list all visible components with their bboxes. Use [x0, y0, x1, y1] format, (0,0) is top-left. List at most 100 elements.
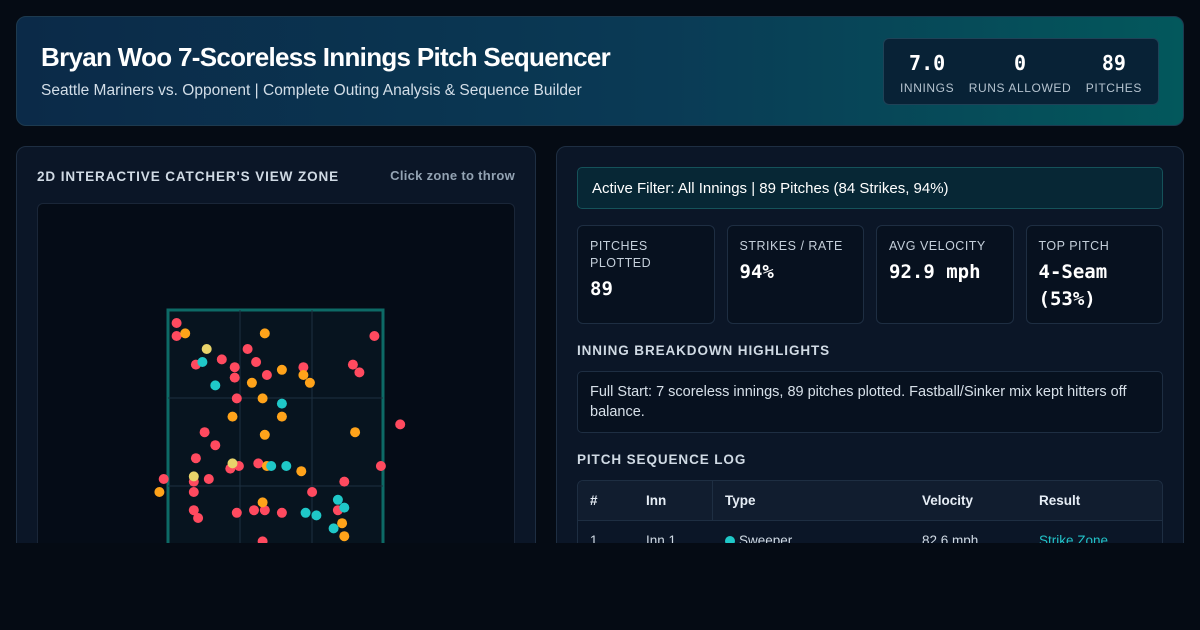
metric-cards: PITCHES PLOTTED 89 STRIKES / RATE 94% AV… — [577, 225, 1163, 324]
table-header: # Inn Type Velocity Result — [578, 481, 1162, 521]
stat-runs-allowed: 0 RUNS ALLOWED — [969, 39, 1072, 104]
pitch-dot[interactable] — [199, 427, 210, 438]
column-divider — [712, 481, 713, 521]
pitch-dot[interactable] — [180, 328, 191, 339]
metric-card-strikes: STRIKES / RATE 94% — [726, 225, 864, 324]
pitch-dot[interactable] — [227, 411, 238, 422]
pitch-dot[interactable] — [158, 474, 169, 484]
pitch-dot[interactable] — [171, 331, 182, 341]
pitch-dot[interactable] — [266, 461, 277, 471]
pitch-dot[interactable] — [339, 502, 350, 513]
pitch-dot[interactable] — [188, 471, 199, 482]
metric-label: AVG VELOCITY — [889, 239, 986, 253]
catcher-view-zone[interactable] — [37, 203, 515, 563]
zone-hint: Click zone to throw — [390, 168, 515, 183]
pitch-dot[interactable] — [369, 331, 380, 341]
pitch-dot[interactable] — [188, 487, 199, 497]
pitch-dot[interactable] — [253, 458, 264, 469]
stat-innings-value: 7.0 — [909, 51, 946, 75]
pitch-dot[interactable] — [229, 372, 240, 383]
zone-title: 2D INTERACTIVE CATCHER'S VIEW ZONE — [37, 169, 340, 184]
strike-zone-border — [166, 308, 385, 562]
pitch-dot[interactable] — [337, 518, 348, 529]
pitch-dot[interactable] — [259, 328, 270, 339]
pitch-dot[interactable] — [328, 523, 339, 534]
pitch-dot[interactable] — [259, 429, 270, 440]
pitch-dot[interactable] — [231, 507, 242, 518]
pitch-dot[interactable] — [210, 440, 221, 451]
pitch-dot[interactable] — [251, 357, 262, 367]
pitch-dot[interactable] — [395, 419, 406, 430]
metric-value: 94% — [739, 261, 774, 283]
pitch-dot[interactable] — [375, 461, 386, 471]
metric-value: 89 — [590, 278, 613, 300]
pitch-dot[interactable] — [257, 497, 268, 508]
pitch-dot[interactable] — [188, 505, 199, 516]
pitch-dot[interactable] — [347, 359, 358, 370]
pitch-dot[interactable] — [229, 362, 240, 373]
active-filter-bar[interactable]: Active Filter: All Innings | 89 Pitches … — [577, 167, 1163, 209]
pitch-dot[interactable] — [300, 507, 311, 518]
pitch-dot[interactable] — [276, 411, 287, 422]
pitch-dot[interactable] — [190, 453, 201, 464]
stat-innings: 7.0 INNINGS — [900, 39, 954, 104]
pitch-dots — [154, 318, 406, 562]
col-header-type[interactable]: Type — [725, 493, 756, 508]
pitch-dot[interactable] — [261, 370, 272, 380]
metric-value: 4-Seam (53%) — [1038, 261, 1108, 310]
strike-zone[interactable] — [166, 308, 385, 563]
pitch-dot[interactable] — [203, 474, 214, 484]
pitch-dot[interactable] — [276, 364, 287, 375]
pitch-dot[interactable] — [350, 427, 361, 438]
page-title: Bryan Woo 7-Scoreless Innings Pitch Sequ… — [41, 42, 611, 72]
pitch-dot[interactable] — [193, 513, 204, 523]
col-header-velocity[interactable]: Velocity — [922, 493, 974, 508]
header-banner: Bryan Woo 7-Scoreless Innings Pitch Sequ… — [16, 16, 1184, 126]
inning-highlight: Full Start: 7 scoreless innings, 89 pitc… — [577, 371, 1163, 433]
metric-card-velocity: AVG VELOCITY 92.9 mph — [876, 225, 1014, 324]
metric-card-pitches: PITCHES PLOTTED 89 — [577, 225, 715, 324]
stat-pitches: 89 PITCHES — [1086, 39, 1142, 104]
pitch-dot[interactable] — [171, 318, 182, 328]
pitch-dot[interactable] — [298, 370, 309, 380]
col-header-result[interactable]: Result — [1039, 493, 1081, 508]
pitch-dot[interactable] — [257, 393, 268, 404]
pitch-dot[interactable] — [276, 398, 287, 409]
pitch-dot[interactable] — [339, 531, 350, 542]
col-header-num[interactable]: # — [590, 493, 598, 508]
pitch-dot[interactable] — [276, 507, 287, 518]
analysis-panel: Active Filter: All Innings | 89 Pitches … — [556, 146, 1184, 580]
pitch-dot[interactable] — [307, 487, 318, 497]
page-subtitle: Seattle Mariners vs. Opponent | Complete… — [41, 82, 582, 99]
pitch-dot[interactable] — [296, 466, 307, 477]
pitch-dot[interactable] — [210, 380, 221, 391]
pitch-dot[interactable] — [249, 505, 259, 516]
pitch-dot[interactable] — [311, 510, 322, 521]
pitch-dot[interactable] — [231, 393, 242, 404]
cell-num: 1 — [590, 533, 598, 548]
pitch-dot[interactable] — [354, 367, 365, 378]
pitch-dot[interactable] — [259, 505, 270, 516]
pitch-plot[interactable] — [38, 204, 515, 563]
pitch-dot[interactable] — [242, 344, 253, 354]
stat-runs-value: 0 — [1013, 51, 1027, 75]
pitch-dot[interactable] — [216, 354, 227, 365]
pitch-dot[interactable] — [332, 494, 343, 505]
pitch-dot[interactable] — [197, 357, 208, 367]
pitch-dot[interactable] — [201, 344, 212, 354]
pitch-dot[interactable] — [246, 377, 257, 388]
pitch-dot[interactable] — [339, 476, 350, 487]
stat-pitches-value: 89 — [1101, 51, 1126, 75]
pitch-dot[interactable] — [227, 458, 238, 469]
summary-stats: 7.0 INNINGS 0 RUNS ALLOWED 89 PITCHES — [883, 38, 1159, 105]
zone-panel: 2D INTERACTIVE CATCHER'S VIEW ZONE Click… — [16, 146, 536, 566]
pitch-dot[interactable] — [281, 461, 292, 471]
pitch-dot[interactable] — [304, 377, 315, 388]
pitch-dot[interactable] — [298, 362, 309, 373]
pitch-dot[interactable] — [154, 487, 165, 497]
log-section-title: PITCH SEQUENCE LOG — [577, 452, 747, 467]
metric-label: TOP PITCH — [1038, 239, 1110, 253]
col-header-inning[interactable]: Inn — [646, 493, 667, 508]
metric-value: 92.9 mph — [889, 261, 981, 283]
stat-innings-label: INNINGS — [900, 81, 955, 95]
